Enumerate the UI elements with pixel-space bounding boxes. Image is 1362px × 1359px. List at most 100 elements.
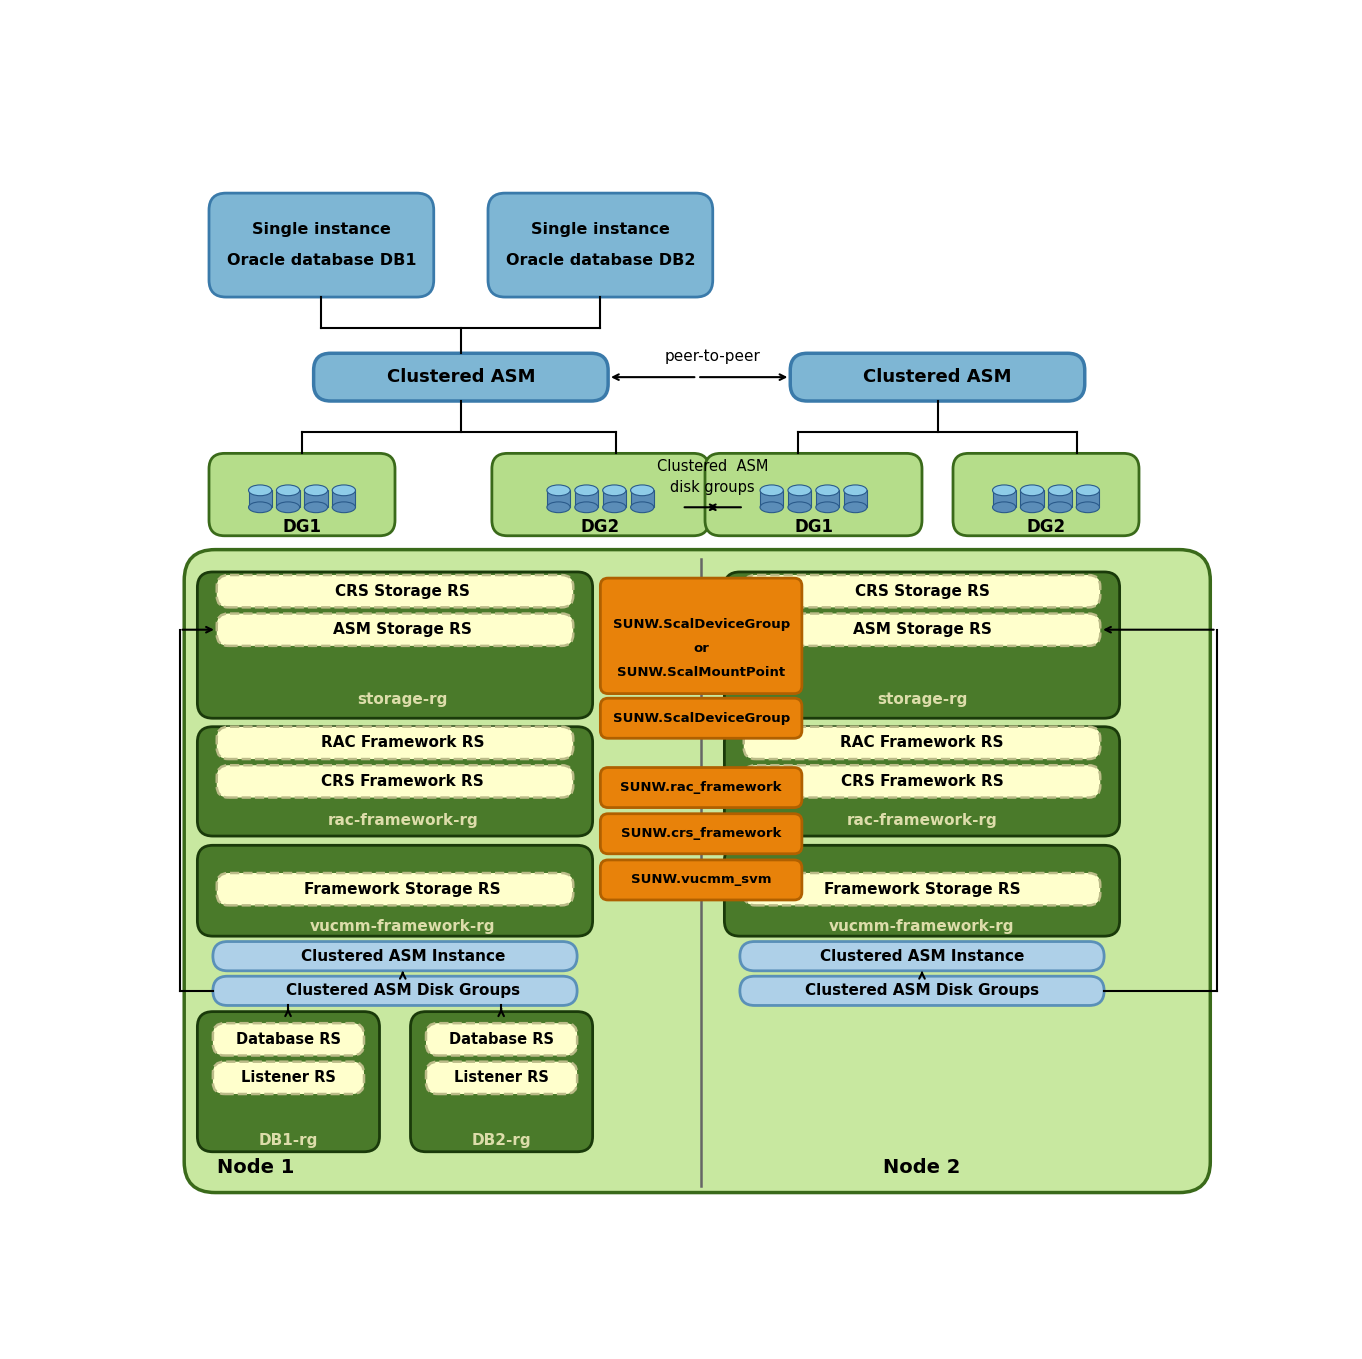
Text: Clustered ASM: Clustered ASM xyxy=(387,368,535,386)
Ellipse shape xyxy=(332,501,355,512)
Polygon shape xyxy=(843,491,868,507)
FancyBboxPatch shape xyxy=(953,454,1139,535)
Text: RAC Framework RS: RAC Framework RS xyxy=(840,735,1004,750)
FancyBboxPatch shape xyxy=(601,860,802,900)
Text: CRS Framework RS: CRS Framework RS xyxy=(840,773,1004,788)
Polygon shape xyxy=(1076,491,1099,507)
FancyBboxPatch shape xyxy=(197,572,592,719)
FancyBboxPatch shape xyxy=(744,575,1100,607)
Text: DG1: DG1 xyxy=(794,518,834,535)
Text: RAC Framework RS: RAC Framework RS xyxy=(321,735,485,750)
Text: vucmm-framework-rg: vucmm-framework-rg xyxy=(829,919,1015,934)
Text: Oracle database DB1: Oracle database DB1 xyxy=(226,253,417,268)
Text: DG1: DG1 xyxy=(282,518,321,535)
Ellipse shape xyxy=(548,485,571,496)
FancyBboxPatch shape xyxy=(725,727,1120,836)
Ellipse shape xyxy=(1076,485,1099,496)
Ellipse shape xyxy=(1020,485,1043,496)
Text: Database RS: Database RS xyxy=(448,1031,554,1046)
FancyBboxPatch shape xyxy=(601,578,802,693)
Text: rac-framework-rg: rac-framework-rg xyxy=(847,813,997,828)
FancyBboxPatch shape xyxy=(217,727,573,760)
FancyBboxPatch shape xyxy=(601,699,802,738)
FancyBboxPatch shape xyxy=(725,572,1120,719)
FancyBboxPatch shape xyxy=(217,613,573,646)
Ellipse shape xyxy=(1020,501,1043,512)
FancyBboxPatch shape xyxy=(197,727,592,836)
FancyBboxPatch shape xyxy=(217,872,573,905)
Ellipse shape xyxy=(760,501,783,512)
Polygon shape xyxy=(276,491,300,507)
Text: CRS Storage RS: CRS Storage RS xyxy=(335,584,470,599)
Text: storage-rg: storage-rg xyxy=(877,692,967,707)
Text: SUNW.ScalDeviceGroup: SUNW.ScalDeviceGroup xyxy=(613,618,790,631)
Ellipse shape xyxy=(816,485,839,496)
FancyBboxPatch shape xyxy=(197,845,592,936)
FancyBboxPatch shape xyxy=(706,454,922,535)
Ellipse shape xyxy=(760,485,783,496)
Text: rac-framework-rg: rac-framework-rg xyxy=(327,813,478,828)
Ellipse shape xyxy=(276,485,300,496)
FancyBboxPatch shape xyxy=(601,768,802,807)
Text: Clustered ASM Instance: Clustered ASM Instance xyxy=(820,949,1024,964)
Polygon shape xyxy=(248,491,272,507)
FancyBboxPatch shape xyxy=(212,1023,364,1056)
Text: or: or xyxy=(693,643,710,655)
Polygon shape xyxy=(789,491,812,507)
Text: Clustered ASM Disk Groups: Clustered ASM Disk Groups xyxy=(286,984,520,999)
Ellipse shape xyxy=(993,501,1016,512)
FancyBboxPatch shape xyxy=(313,353,607,401)
FancyBboxPatch shape xyxy=(725,845,1120,936)
Text: CRS Framework RS: CRS Framework RS xyxy=(321,773,484,788)
Text: Single instance: Single instance xyxy=(531,222,670,236)
Ellipse shape xyxy=(575,485,598,496)
Ellipse shape xyxy=(603,501,627,512)
Polygon shape xyxy=(993,491,1016,507)
FancyBboxPatch shape xyxy=(601,814,802,853)
Text: Framework Storage RS: Framework Storage RS xyxy=(305,882,501,897)
Text: Database RS: Database RS xyxy=(236,1031,340,1046)
Text: Oracle database DB2: Oracle database DB2 xyxy=(505,253,695,268)
Ellipse shape xyxy=(548,501,571,512)
Text: Clustered ASM: Clustered ASM xyxy=(864,368,1012,386)
Ellipse shape xyxy=(304,501,328,512)
Text: Single instance: Single instance xyxy=(252,222,391,236)
Text: DG2: DG2 xyxy=(580,518,620,535)
Ellipse shape xyxy=(993,485,1016,496)
Ellipse shape xyxy=(843,485,868,496)
FancyBboxPatch shape xyxy=(744,727,1100,760)
Polygon shape xyxy=(631,491,654,507)
FancyBboxPatch shape xyxy=(184,549,1211,1193)
FancyBboxPatch shape xyxy=(197,1011,380,1152)
Polygon shape xyxy=(816,491,839,507)
Text: vucmm-framework-rg: vucmm-framework-rg xyxy=(311,919,496,934)
FancyBboxPatch shape xyxy=(744,765,1100,798)
FancyBboxPatch shape xyxy=(492,454,708,535)
Text: disk groups: disk groups xyxy=(670,480,755,495)
Ellipse shape xyxy=(1076,501,1099,512)
Ellipse shape xyxy=(575,501,598,512)
Ellipse shape xyxy=(276,501,300,512)
Polygon shape xyxy=(575,491,598,507)
Ellipse shape xyxy=(1049,501,1072,512)
Text: ASM Storage RS: ASM Storage RS xyxy=(853,622,992,637)
FancyBboxPatch shape xyxy=(217,765,573,798)
Polygon shape xyxy=(760,491,783,507)
Text: ASM Storage RS: ASM Storage RS xyxy=(334,622,473,637)
FancyBboxPatch shape xyxy=(208,193,433,298)
Text: Clustered  ASM: Clustered ASM xyxy=(656,459,768,474)
Text: DG2: DG2 xyxy=(1027,518,1065,535)
Polygon shape xyxy=(603,491,627,507)
Polygon shape xyxy=(332,491,355,507)
FancyBboxPatch shape xyxy=(740,976,1105,1006)
Ellipse shape xyxy=(631,501,654,512)
Ellipse shape xyxy=(789,501,812,512)
FancyBboxPatch shape xyxy=(410,1011,592,1152)
Ellipse shape xyxy=(816,501,839,512)
Text: DB1-rg: DB1-rg xyxy=(259,1132,317,1148)
FancyBboxPatch shape xyxy=(740,942,1105,970)
Text: Listener RS: Listener RS xyxy=(241,1071,335,1086)
FancyBboxPatch shape xyxy=(208,454,395,535)
Ellipse shape xyxy=(603,485,627,496)
Ellipse shape xyxy=(248,485,272,496)
